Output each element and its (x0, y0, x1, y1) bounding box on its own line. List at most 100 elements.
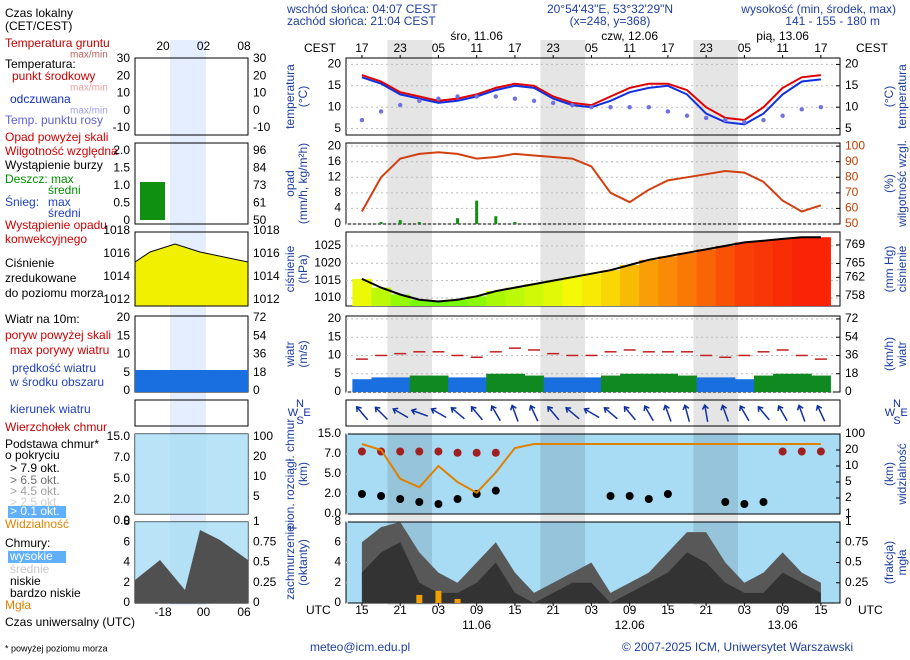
utc-label: UTC (306, 603, 331, 617)
x-tick-label-utc: 09 (470, 603, 484, 617)
wind-column (524, 375, 545, 392)
panel-bg (346, 400, 840, 426)
wind-arrow (623, 405, 637, 421)
cloud-top (396, 447, 405, 456)
mini-tick-label: 6 (123, 534, 130, 548)
wind-arrow (470, 405, 484, 421)
night-band (693, 40, 739, 605)
mini-tick-label: 1 (253, 514, 260, 528)
legend-label: Opad powyżej skali (5, 130, 108, 144)
cloud-base (434, 500, 443, 508)
axis-title: (°C) (296, 86, 310, 107)
fog-bar (454, 598, 461, 603)
legend-label: prędkość wiatru (12, 361, 96, 375)
mini-tick-label: 7.0 (113, 450, 130, 464)
pressure-column (447, 299, 468, 306)
pressure-column (734, 242, 755, 306)
axis-title: ciśnienie (283, 245, 297, 292)
cloud-top (357, 447, 366, 456)
y-tick-label: 10 (328, 348, 342, 362)
wind-arrow (701, 403, 709, 422)
wind-column (486, 373, 506, 392)
pressure-column (753, 240, 774, 306)
sunset: zachód słońca: 21:04 CEST (287, 14, 436, 28)
axis-title: (km) (296, 462, 310, 486)
legend-label: w środku obszaru (9, 375, 104, 389)
mini-time-label: 20 (156, 39, 170, 53)
legend-label: max/min (70, 106, 108, 117)
coords: 20°54'43"E, 53°32'29"N (547, 2, 673, 16)
precip-bar (513, 222, 517, 224)
legend-label: > 2.5 okt. (10, 495, 60, 509)
wind-arrow (355, 405, 369, 421)
legend-label: kierunek wiatru (10, 402, 91, 416)
y-tick-label: 15.0 (318, 426, 342, 440)
precip-bar (398, 220, 402, 224)
x-tick-label-cest: 17 (355, 41, 369, 55)
y2-tick-label: 0.75 (845, 534, 869, 548)
mini-tick-label: 2.0 (113, 143, 130, 157)
legend-label: max (48, 195, 71, 209)
y-tick-label: 0.0 (324, 506, 341, 520)
pressure-column (505, 287, 525, 306)
x-tick-label-utc: 21 (546, 603, 560, 617)
wind-column (677, 375, 698, 392)
cloud-top (797, 447, 806, 456)
pressure-column (409, 299, 430, 306)
cest-label: CEST (304, 41, 337, 55)
axis-title: (mm/h, kg/m²h) (296, 143, 310, 224)
wind-arrow (490, 404, 501, 422)
axis-title: (%) (882, 174, 896, 193)
dew-point (436, 96, 441, 101)
mini-tick-label: -10 (253, 120, 271, 134)
axis-title: wiatr (895, 341, 909, 367)
pressure-column (562, 277, 583, 306)
y2-tick-label: 0.25 (845, 575, 869, 589)
legend-label: Widzialność (5, 517, 69, 531)
x-tick-label-utc: 09 (776, 603, 790, 617)
cloud-top (415, 447, 424, 456)
y2-tick-label: 10 (845, 458, 859, 472)
legend-label: Ciśnienie (5, 256, 55, 270)
mini-time-label: 06 (237, 605, 251, 619)
mini-tick-label: 10 (253, 469, 267, 483)
x-tick-label-utc: 03 (738, 603, 752, 617)
email[interactable]: meteo@icm.edu.pl (310, 640, 410, 654)
legend-label: zredukowane (5, 271, 77, 285)
y-tick-label: 2 (334, 575, 341, 589)
y-tick-label: 16 (328, 154, 342, 168)
cloud-base (644, 495, 653, 503)
y2-tick-label: 80 (845, 169, 859, 183)
y-tick-label: 1025 (314, 238, 341, 252)
series-line (361, 443, 821, 494)
pressure-column (600, 270, 621, 306)
legend-label: > 6.5 okt. (10, 473, 60, 487)
wind-arrow (430, 407, 447, 419)
axis-title: (°C) (882, 86, 896, 107)
dew-point (818, 104, 824, 110)
cloud-base (721, 498, 730, 506)
wind-column (428, 375, 449, 392)
y-tick-label: 0 (334, 216, 341, 230)
x-tick-label-utc: 15 (814, 603, 828, 617)
dew-point (474, 94, 479, 99)
mini-tick-label: 0 (123, 595, 130, 609)
mini-tick-label: 1018 (253, 223, 280, 237)
panel-bg (346, 434, 840, 514)
x-tick-label-cest: 05 (432, 41, 446, 55)
cloud-base (663, 490, 672, 498)
axis-title: (frakcja) (882, 541, 896, 584)
y2-tick-label: 20 (845, 442, 859, 456)
y2-tick-label: 5 (845, 474, 852, 488)
wind-arrow (547, 405, 560, 421)
y-tick-label: 4 (334, 201, 341, 215)
dew-point (761, 117, 766, 123)
wind-column (658, 373, 678, 392)
mini-tick-label: 1016 (103, 246, 130, 260)
y-tick-label: 10 (328, 99, 342, 113)
x-tick-label-cest: 11 (776, 41, 789, 55)
dew-point (742, 119, 747, 125)
axis-title: (m/s) (296, 340, 310, 367)
cloud-top (472, 448, 481, 457)
